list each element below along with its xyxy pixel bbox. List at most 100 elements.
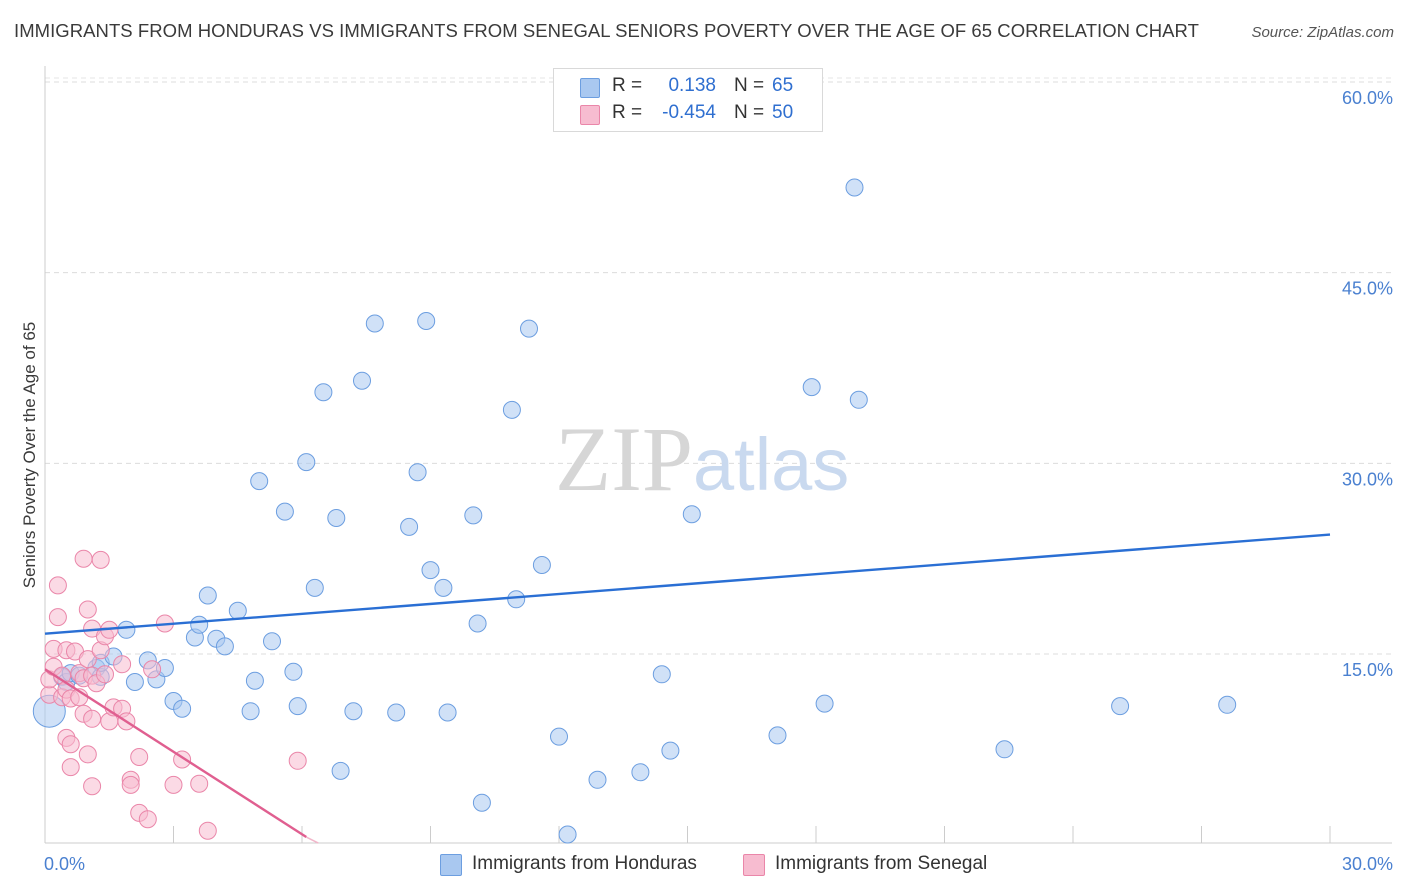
- x-tick-label: 0.0%: [44, 854, 85, 874]
- point-honduras: [464, 506, 483, 525]
- tick-labels: 15.0% 30.0% 45.0% 60.0% 0.0% 30.0%: [44, 88, 1393, 874]
- point-honduras: [1218, 695, 1237, 714]
- x-tick-label: 30.0%: [1342, 854, 1393, 874]
- point-senegal: [74, 549, 93, 568]
- point-honduras: [305, 578, 324, 597]
- point-honduras: [263, 632, 281, 651]
- point-honduras: [682, 505, 701, 524]
- chart-title: IMMIGRANTS FROM HONDURAS VS IMMIGRANTS F…: [14, 20, 1199, 41]
- point-senegal: [48, 608, 67, 627]
- y-tick-label: 30.0%: [1342, 469, 1393, 489]
- stats-legend-row-senegal: R = -0.454 N = 50: [554, 101, 822, 127]
- n-value: 65: [772, 75, 794, 96]
- legend-label: Immigrants from Honduras: [472, 853, 697, 874]
- senegal-legend-swatch: [743, 854, 765, 876]
- point-honduras: [520, 319, 538, 338]
- point-honduras: [288, 697, 307, 716]
- point-honduras: [228, 601, 247, 620]
- point-honduras: [468, 614, 487, 633]
- point-senegal: [130, 748, 149, 766]
- point-honduras: [661, 741, 680, 760]
- y-tick-label: 60.0%: [1342, 88, 1393, 108]
- point-senegal: [78, 650, 97, 669]
- point-honduras: [652, 665, 671, 684]
- point-honduras: [125, 673, 144, 691]
- y-tick-label: 15.0%: [1342, 660, 1393, 680]
- point-honduras: [117, 620, 136, 639]
- point-senegal: [96, 665, 114, 684]
- point-honduras: [173, 699, 192, 718]
- point-honduras: [1111, 697, 1130, 716]
- source-credit: Source: ZipAtlas.com: [1251, 24, 1394, 41]
- point-senegal: [113, 655, 132, 674]
- point-honduras: [532, 556, 551, 574]
- trend-line-senegal-extension: [305, 836, 319, 844]
- point-honduras: [275, 502, 294, 521]
- point-honduras: [849, 390, 868, 409]
- point-honduras: [558, 825, 577, 844]
- point-honduras: [400, 517, 419, 536]
- point-honduras: [995, 740, 1014, 759]
- point-honduras: [327, 509, 346, 527]
- n-value: 50: [772, 102, 794, 123]
- point-honduras: [438, 703, 457, 722]
- point-honduras: [802, 378, 821, 397]
- point-honduras: [417, 312, 436, 330]
- point-honduras: [472, 793, 491, 812]
- point-senegal: [164, 775, 183, 794]
- point-honduras: [198, 586, 217, 605]
- point-honduras: [245, 671, 264, 690]
- senegal-swatch: [580, 105, 600, 125]
- point-senegal: [190, 774, 209, 793]
- r-label: R =: [612, 75, 643, 96]
- honduras-swatch: [580, 78, 600, 98]
- point-honduras: [190, 615, 209, 634]
- r-value: 0.138: [668, 75, 716, 96]
- point-honduras: [314, 383, 333, 402]
- series-legend: Immigrants from Honduras Immigrants from…: [0, 852, 1406, 878]
- point-honduras: [631, 763, 650, 782]
- point-honduras: [421, 561, 440, 580]
- watermark: ZIPatlas: [555, 408, 849, 510]
- trend-line-senegal: [44, 668, 307, 839]
- point-honduras: [353, 371, 371, 390]
- point-senegal: [83, 777, 102, 796]
- n-label: N =: [734, 102, 765, 123]
- point-honduras: [550, 727, 568, 746]
- point-honduras: [215, 637, 234, 656]
- point-senegal: [78, 745, 97, 764]
- y-tick-label: 45.0%: [1342, 279, 1393, 299]
- r-label: R =: [612, 102, 643, 123]
- point-honduras: [408, 463, 427, 482]
- stats-legend-row-honduras: R = 0.138 N = 65: [554, 74, 822, 100]
- point-senegal: [78, 600, 97, 619]
- point-honduras: [297, 453, 316, 472]
- data-points: [32, 178, 1237, 844]
- gridlines: [45, 77, 1392, 655]
- point-senegal: [198, 821, 217, 840]
- stats-legend: R = 0.138 N = 65 R = -0.454 N = 50: [553, 68, 823, 132]
- point-honduras: [387, 703, 406, 722]
- point-senegal: [48, 576, 67, 595]
- point-honduras: [250, 472, 269, 491]
- point-senegal: [143, 660, 162, 679]
- point-honduras: [434, 578, 453, 597]
- point-senegal: [288, 751, 307, 770]
- point-honduras: [507, 590, 526, 609]
- r-value: -0.454: [662, 102, 716, 123]
- trend-line-honduras: [44, 533, 1331, 635]
- point-senegal: [61, 758, 80, 777]
- point-honduras: [344, 702, 363, 721]
- point-senegal: [91, 550, 110, 569]
- n-label: N =: [734, 75, 765, 96]
- watermark-text: ZIPatlas: [555, 408, 849, 510]
- point-honduras: [588, 770, 607, 789]
- point-honduras: [502, 400, 521, 419]
- point-honduras: [845, 178, 864, 197]
- point-honduras: [284, 662, 303, 681]
- point-honduras: [815, 694, 834, 713]
- point-honduras: [331, 761, 350, 780]
- point-senegal: [83, 709, 102, 728]
- point-honduras: [241, 702, 260, 721]
